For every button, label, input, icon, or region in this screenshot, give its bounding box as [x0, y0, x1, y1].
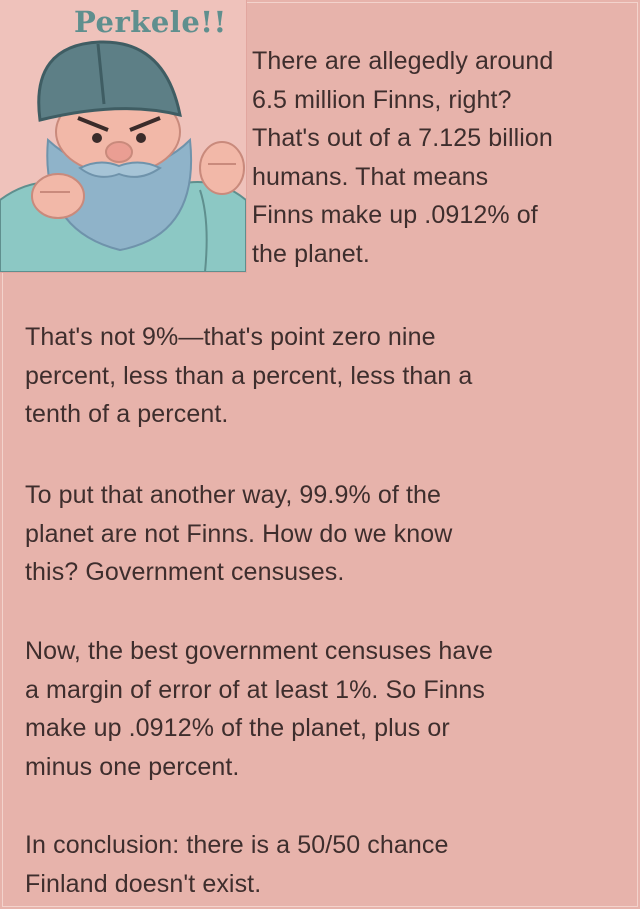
text-line: In conclusion: there is a 50/50 chance: [25, 831, 449, 859]
text-line: this? Government censuses.: [25, 558, 345, 586]
paragraph-conclusion: In conclusion: there is a 50/50 chance F…: [25, 826, 625, 903]
text-line: make up .0912% of the planet, plus or: [25, 714, 450, 742]
text-line: percent, less than a percent, less than …: [25, 361, 473, 390]
helmet-seam: [96, 43, 106, 105]
mustache: [78, 161, 162, 178]
left-eyebrow: [77, 116, 109, 132]
text-line: That's out of a 7.125 billion: [252, 124, 553, 152]
angry-finn-illustration: Perkele!!: [0, 0, 247, 273]
text-line: tenth of a percent.: [25, 400, 229, 428]
text-line: a margin of error of at least 1%. So Fin…: [25, 675, 485, 704]
right-eye: [136, 133, 146, 143]
paragraph-intro: There are allegedly around 6.5 million F…: [252, 42, 632, 273]
right-eyebrow: [129, 116, 161, 132]
helmet-shape: [37, 40, 182, 122]
paragraph-margin-of-error: Now, the best government censuses have a…: [25, 632, 625, 786]
nose: [105, 141, 133, 163]
text-line: 6.5 million Finns, right?: [252, 85, 512, 114]
text-line: Finns make up .0912% of: [252, 201, 538, 229]
paragraph-percent: That's not 9%—that's point zero nine per…: [25, 318, 625, 434]
text-line: That's not 9%—that's point zero nine: [25, 323, 436, 351]
right-fist: [199, 141, 245, 195]
sleeve-line: [199, 189, 208, 272]
text-line: There are allegedly around: [252, 47, 554, 75]
text-line: Now, the best government censuses have: [25, 637, 493, 665]
text-line: humans. That means: [252, 162, 489, 191]
perkele-logo-text: Perkele!!: [74, 5, 227, 39]
text-line: To put that another way, 99.9% of the: [25, 481, 442, 509]
left-fist: [31, 173, 85, 219]
paragraph-censuses: To put that another way, 99.9% of the pl…: [25, 476, 625, 592]
text-line: planet are not Finns. How do we know: [25, 519, 453, 548]
angry-finn-drawing: [0, 40, 246, 272]
left-eye: [92, 133, 102, 143]
text-line: Finland doesn't exist.: [25, 869, 262, 898]
text-line: the planet.: [252, 239, 370, 268]
text-line: minus one percent.: [25, 752, 240, 781]
